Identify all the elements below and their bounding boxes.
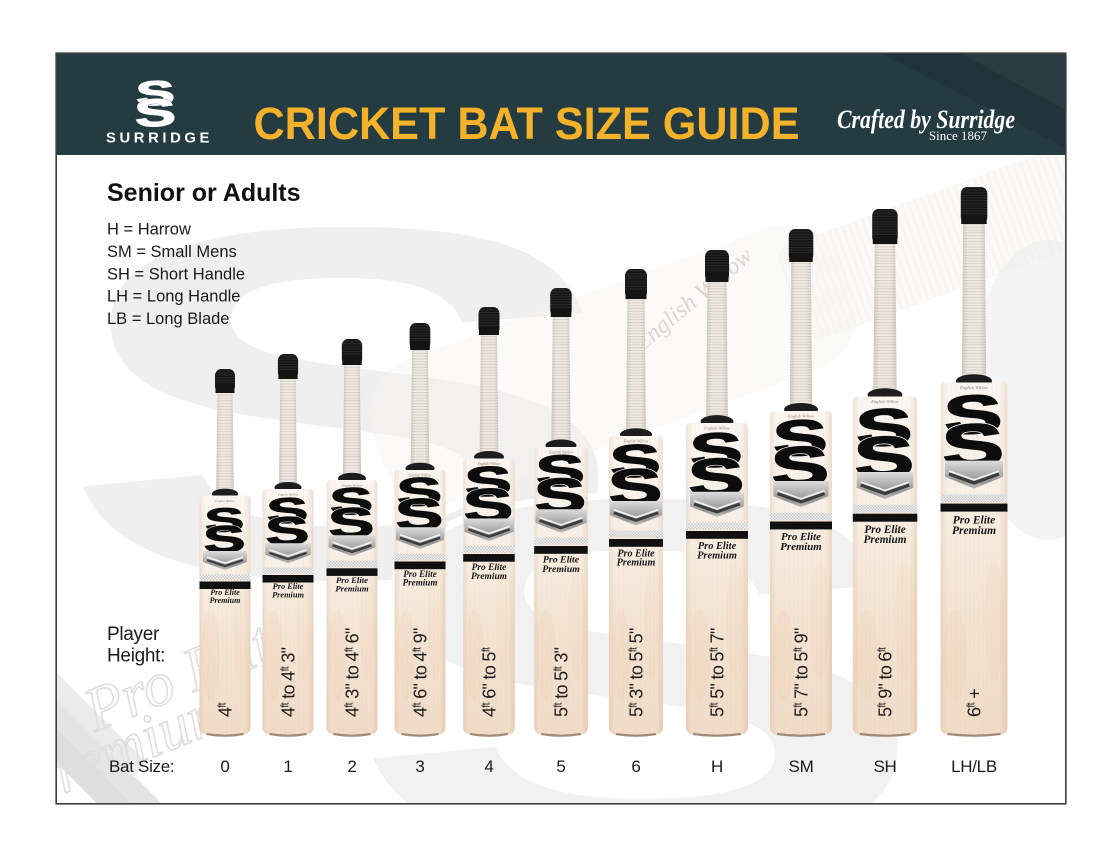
svg-text:SURRIDGE: SURRIDGE bbox=[106, 131, 213, 147]
svg-text:4ft​ 6" to 5ft​: 4ft​ 6" to 5ft​ bbox=[480, 647, 500, 717]
svg-text:Premium: Premium bbox=[952, 525, 996, 537]
svg-text:4ft​ 3" to 4ft​ 6": 4ft​ 3" to 4ft​ 6" bbox=[343, 628, 363, 717]
svg-text:English Willow: English Willow bbox=[408, 474, 431, 478]
svg-text:Premium: Premium bbox=[864, 534, 907, 546]
svg-text:4: 4 bbox=[484, 757, 493, 776]
svg-text:Premium: Premium bbox=[335, 584, 369, 594]
svg-text:English Willow: English Willow bbox=[623, 439, 649, 444]
svg-text:Pro Elite: Pro Elite bbox=[543, 555, 580, 566]
svg-text:English Willow: English Willow bbox=[476, 462, 501, 466]
svg-text:S: S bbox=[135, 73, 175, 113]
svg-text:English Willow: English Willow bbox=[277, 493, 299, 497]
svg-text:SM = Small Mens: SM = Small Mens bbox=[107, 243, 237, 261]
svg-text:5ft​ 3" to 5ft​ 5": 5ft​ 3" to 5ft​ 5" bbox=[627, 628, 647, 717]
svg-text:Senior or Adults: Senior or Adults bbox=[107, 179, 301, 207]
svg-text:0: 0 bbox=[220, 757, 229, 776]
svg-text:6: 6 bbox=[631, 757, 640, 776]
svg-text:Pro Elite: Pro Elite bbox=[698, 541, 737, 552]
svg-text:Premium: Premium bbox=[780, 541, 821, 553]
svg-text:Pro Elite: Pro Elite bbox=[617, 548, 655, 559]
svg-text:4ft​: 4ft​ bbox=[216, 702, 236, 717]
svg-text:S: S bbox=[204, 501, 245, 540]
svg-text:Premium: Premium bbox=[617, 558, 656, 569]
svg-text:SH = Short Handle: SH = Short Handle bbox=[107, 265, 245, 283]
svg-text:S: S bbox=[395, 468, 442, 514]
svg-text:S: S bbox=[688, 422, 743, 478]
svg-text:S: S bbox=[134, 90, 177, 135]
svg-text:5ft​ 7" to 5ft​ 9": 5ft​ 7" to 5ft​ 9" bbox=[792, 628, 812, 717]
svg-text:4ft​ to 4ft​ 3": 4ft​ to 4ft​ 3" bbox=[279, 647, 299, 717]
svg-text:English Willow: English Willow bbox=[340, 484, 363, 488]
svg-text:Pro Elite: Pro Elite bbox=[953, 514, 996, 526]
svg-text:English Willow: English Willow bbox=[214, 499, 235, 503]
svg-text:Premium: Premium bbox=[542, 564, 580, 575]
svg-text:6ft​ +: 6ft​ + bbox=[965, 689, 985, 717]
svg-text:LH = Long Handle: LH = Long Handle bbox=[107, 288, 240, 306]
svg-text:S: S bbox=[854, 397, 913, 458]
svg-text:3: 3 bbox=[415, 757, 424, 776]
svg-text:Pro Elite: Pro Elite bbox=[472, 563, 507, 573]
svg-text:Pro Elite: Pro Elite bbox=[781, 531, 821, 543]
svg-text:English Willow: English Willow bbox=[870, 399, 898, 404]
svg-text:4ft​ 6" to 4ft​ 9": 4ft​ 6" to 4ft​ 9" bbox=[411, 628, 431, 717]
svg-text:5ft​ 5" to 5ft​ 7": 5ft​ 5" to 5ft​ 7" bbox=[708, 628, 728, 717]
svg-text:English Willow: English Willow bbox=[703, 426, 730, 431]
svg-text:Pro Elite: Pro Elite bbox=[864, 524, 905, 536]
svg-text:English Willow: English Willow bbox=[787, 414, 814, 419]
svg-text:Pro Elite: Pro Elite bbox=[336, 575, 368, 585]
svg-text:Premium: Premium bbox=[272, 590, 304, 599]
svg-text:S: S bbox=[608, 435, 661, 489]
svg-text:S: S bbox=[942, 384, 1003, 447]
svg-text:2: 2 bbox=[347, 757, 356, 776]
svg-text:1: 1 bbox=[283, 757, 292, 776]
svg-text:SH: SH bbox=[873, 757, 896, 776]
svg-text:SM: SM bbox=[789, 757, 814, 776]
svg-text:Premium: Premium bbox=[697, 551, 737, 562]
svg-text:Crafted by Surridge: Crafted by Surridge bbox=[837, 105, 1015, 134]
svg-text:S: S bbox=[771, 409, 828, 467]
svg-text:5ft​ 9" to 6ft​: 5ft​ 9" to 6ft​ bbox=[876, 647, 896, 717]
svg-text:S: S bbox=[329, 480, 374, 524]
svg-text:Player: Player bbox=[107, 624, 160, 645]
svg-text:S: S bbox=[134, 90, 177, 135]
svg-text:H = Harrow: H = Harrow bbox=[107, 221, 191, 239]
svg-text:LH/LB: LH/LB bbox=[951, 757, 997, 776]
svg-text:English Willow: English Willow bbox=[548, 451, 573, 455]
svg-text:Height:: Height: bbox=[107, 646, 165, 667]
svg-text:English Willow: English Willow bbox=[959, 385, 989, 390]
svg-text:H: H bbox=[711, 757, 723, 776]
svg-text:5ft​ to 5ft​ 3": 5ft​ to 5ft​ 3" bbox=[552, 647, 572, 717]
svg-text:Bat Size:: Bat Size: bbox=[109, 757, 174, 776]
svg-text:Pro Elite: Pro Elite bbox=[273, 582, 304, 591]
svg-text:Pro Elite: Pro Elite bbox=[403, 569, 437, 579]
svg-text:Since 1867: Since 1867 bbox=[929, 128, 988, 143]
svg-text:Premium: Premium bbox=[403, 578, 438, 588]
svg-text:Premium: Premium bbox=[210, 596, 241, 605]
svg-text:S: S bbox=[534, 445, 585, 496]
svg-text:Pro Elite: Pro Elite bbox=[210, 588, 240, 597]
svg-text:Premium: Premium bbox=[471, 572, 507, 582]
svg-text:LB = Long Blade: LB = Long Blade bbox=[107, 310, 229, 328]
svg-text:CRICKET BAT SIZE GUIDE: CRICKET BAT SIZE GUIDE bbox=[254, 98, 800, 149]
svg-text:S: S bbox=[464, 458, 513, 506]
svg-text:S: S bbox=[266, 490, 310, 532]
svg-text:5: 5 bbox=[556, 757, 565, 776]
